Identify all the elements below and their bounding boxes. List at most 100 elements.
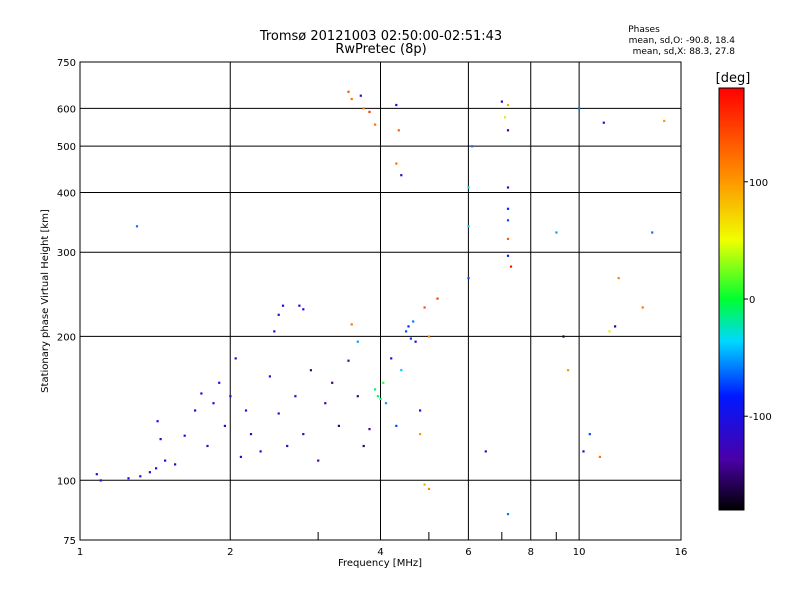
data-point	[249, 433, 253, 436]
data-point	[234, 357, 237, 360]
data-point	[156, 420, 159, 423]
y-tick-label: 300	[57, 248, 76, 259]
data-point	[555, 231, 558, 234]
data-point	[362, 444, 365, 448]
data-point	[419, 433, 422, 436]
data-point	[484, 450, 487, 453]
data-point	[212, 402, 215, 405]
y-tick-label: 400	[57, 188, 76, 199]
data-point	[409, 337, 412, 340]
data-point	[467, 186, 470, 189]
x-tick-label: 6	[465, 547, 471, 558]
data-point	[500, 100, 503, 103]
data-point	[99, 479, 102, 482]
x-tick-label: 4	[377, 547, 383, 558]
chart-title: Tromsø 20121003 02:50:00-02:51:43	[259, 29, 502, 44]
data-point	[347, 359, 350, 362]
data-point	[427, 335, 431, 338]
data-point	[347, 90, 350, 93]
data-point	[506, 219, 510, 222]
colorbar-label: [deg]	[716, 71, 751, 86]
data-point	[423, 483, 426, 486]
data-point	[298, 304, 301, 307]
colorbar-tick-label: 0	[749, 295, 755, 306]
x-tick-label: 1	[77, 547, 83, 558]
data-point	[467, 225, 470, 228]
x-axis-label: Frequency [MHz]	[338, 558, 422, 569]
data-point	[229, 395, 232, 398]
data-points	[95, 90, 666, 516]
data-point	[598, 455, 601, 458]
x-tick-label: 16	[675, 547, 688, 558]
data-point	[395, 424, 398, 427]
chart-subtitle: RwPretec (8p)	[335, 42, 426, 57]
data-point	[562, 335, 565, 338]
data-point	[588, 433, 591, 436]
stats-header: Phases	[628, 25, 660, 35]
data-point	[139, 475, 142, 478]
data-point	[206, 444, 209, 448]
data-point	[277, 313, 280, 316]
data-point	[350, 323, 353, 326]
data-point	[503, 116, 507, 119]
data-point	[384, 402, 388, 405]
data-point	[467, 277, 470, 280]
data-point	[651, 231, 654, 234]
data-point	[148, 471, 151, 474]
data-point	[641, 306, 644, 309]
data-point	[277, 412, 280, 415]
data-point	[436, 297, 439, 300]
stats-line-x: mean, sd,X: 88.3, 27.8	[633, 47, 736, 57]
data-point	[356, 395, 359, 398]
data-point	[400, 174, 403, 177]
data-point	[155, 467, 158, 470]
data-point	[135, 225, 139, 228]
data-point	[331, 381, 334, 384]
y-tick-label: 100	[57, 476, 76, 487]
data-point	[286, 444, 289, 448]
x-axis-ticks: 1 2 4 6 8 10 16	[77, 532, 688, 558]
data-point	[281, 304, 285, 307]
data-point	[379, 397, 382, 401]
data-point	[356, 340, 359, 343]
y-axis-label: Stationary phase Virtual Height [km]	[40, 209, 51, 393]
data-point	[602, 121, 605, 124]
data-point	[294, 395, 297, 398]
data-point	[390, 357, 393, 360]
data-point	[506, 254, 510, 257]
y-tick-label: 600	[57, 104, 76, 115]
data-point	[324, 402, 327, 405]
data-point	[405, 330, 408, 333]
data-point	[174, 463, 177, 466]
data-point	[506, 237, 510, 240]
y-tick-label: 200	[57, 332, 76, 343]
data-point	[183, 434, 186, 437]
data-point	[376, 395, 379, 398]
data-point	[423, 306, 426, 309]
data-point	[317, 459, 320, 462]
data-point	[223, 424, 226, 427]
plot-frame	[79, 61, 682, 541]
colorbar-ticks: 100 0 -100	[744, 178, 772, 423]
data-point	[509, 265, 513, 268]
data-point	[414, 340, 417, 343]
data-point	[194, 409, 197, 412]
data-point	[412, 320, 415, 323]
data-point	[395, 162, 398, 165]
data-point	[368, 428, 371, 431]
y-tick-label: 500	[57, 142, 76, 153]
data-point	[506, 513, 510, 516]
data-point	[506, 207, 510, 210]
data-point	[382, 381, 385, 384]
y-tick-label: 750	[57, 58, 76, 69]
colorbar-tick-label: 100	[749, 178, 768, 189]
data-point	[506, 103, 510, 107]
data-point	[427, 487, 431, 490]
data-point	[244, 409, 248, 412]
data-point	[578, 107, 581, 110]
data-point	[239, 455, 242, 458]
data-point	[617, 277, 620, 280]
data-point	[471, 145, 474, 148]
data-point	[374, 123, 377, 126]
